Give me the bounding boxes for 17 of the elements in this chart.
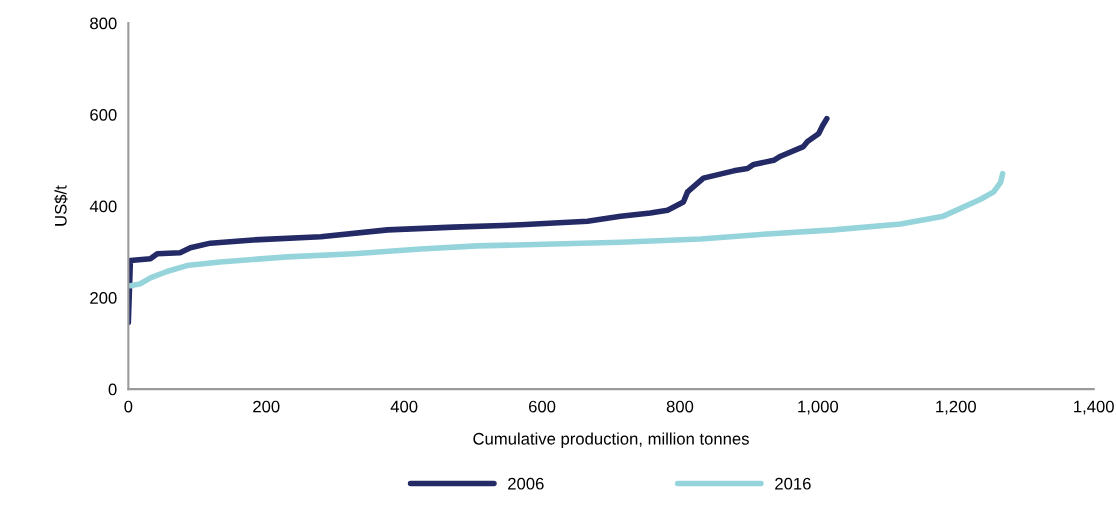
y-tick-label: 0 <box>108 383 117 396</box>
x-tick-label: 1,200 <box>936 400 976 415</box>
x-tick-label: 600 <box>529 400 556 413</box>
x-tick-label: 0 <box>124 400 133 413</box>
y-axis-title: US$/t <box>54 185 68 226</box>
legend-label: 2006 <box>508 477 544 490</box>
x-tick-label: 1,000 <box>798 400 839 415</box>
x-tick-label: 800 <box>666 400 694 413</box>
y-tick-label: 800 <box>90 17 117 30</box>
y-tick-label: 200 <box>90 292 117 304</box>
x-tick-label: 1,400 <box>1074 400 1114 415</box>
y-tick-label: 600 <box>90 108 117 121</box>
x-tick-label: 400 <box>390 400 418 413</box>
y-tick-label: 400 <box>89 200 117 213</box>
x-axis-title: Cumulative production, million tonnes <box>473 432 749 448</box>
legend-label: 2016 <box>775 477 811 490</box>
x-tick-label: 200 <box>253 400 280 413</box>
